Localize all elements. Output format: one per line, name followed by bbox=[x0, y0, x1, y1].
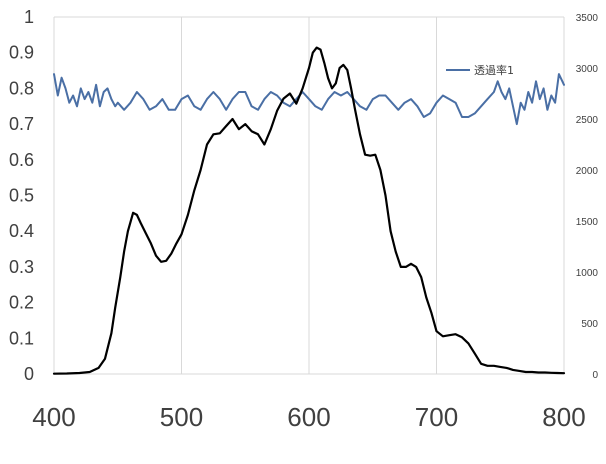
right-tick-label-1: 500 bbox=[581, 319, 598, 330]
series-lines bbox=[52, 46, 566, 375]
left-tick-label-9: 0.9 bbox=[9, 43, 34, 63]
right-tick-label-2: 1000 bbox=[576, 268, 599, 279]
right-tick-label-0: 0 bbox=[592, 370, 598, 381]
right-tick-label-4: 2000 bbox=[576, 166, 599, 177]
x-axis-ticks: 400 500 600 700 800 bbox=[32, 402, 585, 432]
right-tick-label-5: 2500 bbox=[576, 115, 599, 126]
left-tick-label-4: 0.4 bbox=[9, 221, 34, 241]
left-tick-label-1: 0.1 bbox=[9, 328, 34, 348]
right-tick-label-6: 3000 bbox=[576, 64, 599, 75]
legend-label: 透過率1 bbox=[474, 63, 514, 77]
left-tick-label-6: 0.6 bbox=[9, 150, 34, 170]
axes bbox=[54, 16, 565, 375]
left-tick-label-2: 0.2 bbox=[9, 293, 34, 313]
x-tick-label-2: 600 bbox=[287, 402, 330, 432]
x-tick-label-0: 400 bbox=[32, 402, 75, 432]
series-line-1 bbox=[52, 46, 566, 375]
left-tick-label-8: 0.8 bbox=[9, 78, 34, 98]
legend: 透過率1 bbox=[446, 63, 514, 77]
left-tick-label-5: 0.5 bbox=[9, 186, 34, 206]
x-tick-label-3: 700 bbox=[415, 402, 458, 432]
right-tick-label-7: 3500 bbox=[576, 13, 599, 24]
left-tick-label-3: 0.3 bbox=[9, 257, 34, 277]
right-axis-ticks: 0 500 1000 1500 2000 2500 3000 3500 bbox=[576, 13, 599, 381]
left-tick-label-0: 0 bbox=[24, 364, 34, 384]
x-tick-label-4: 800 bbox=[542, 402, 585, 432]
right-tick-label-3: 1500 bbox=[576, 217, 599, 228]
left-tick-label-10: 1 bbox=[24, 7, 34, 27]
left-axis-ticks: 0 0.1 0.2 0.3 0.4 0.5 0.6 0.7 0.8 0.9 1 bbox=[9, 7, 34, 384]
series-line-0 bbox=[53, 73, 565, 126]
x-tick-label-1: 500 bbox=[160, 402, 203, 432]
left-tick-label-7: 0.7 bbox=[9, 114, 34, 134]
